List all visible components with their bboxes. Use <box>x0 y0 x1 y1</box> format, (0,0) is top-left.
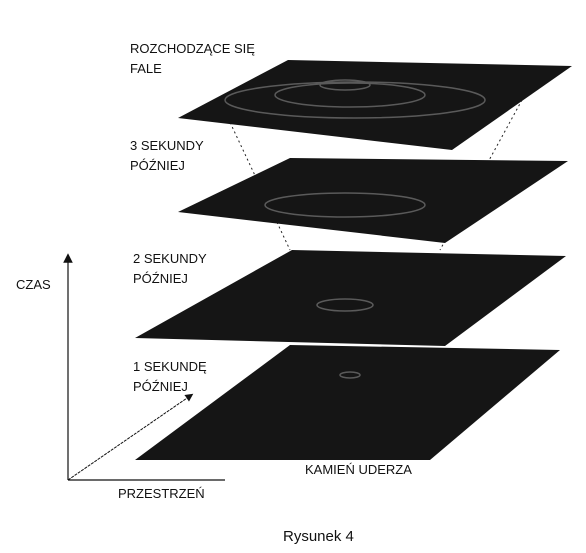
plane <box>178 60 572 150</box>
plane <box>135 345 560 460</box>
plane-label: ROZCHODZĄCE SIĘ <box>130 41 255 56</box>
space-axis <box>67 393 194 481</box>
plane <box>178 158 568 243</box>
caption: Rysunek 4 <box>283 528 354 545</box>
ripple <box>339 371 361 379</box>
plane-label: 3 SEKUNDY <box>130 138 204 153</box>
plane <box>135 250 566 346</box>
time-axis-label: CZAS <box>16 277 51 292</box>
ripple <box>224 81 486 119</box>
ripple <box>264 192 426 218</box>
cone-line <box>227 117 291 251</box>
space-axis-label: PRZESTRZEŃ <box>118 486 205 501</box>
ripple <box>274 82 426 108</box>
ripple <box>316 298 374 312</box>
plane-label: PÓŹNIEJ <box>130 158 185 173</box>
plane-label: 2 SEKUNDY <box>133 251 207 266</box>
plane-label: 1 SEKUNDĘ <box>133 359 207 374</box>
stone-label: KAMIEŃ UDERZA <box>305 462 412 477</box>
plane-label: PÓŹNIEJ <box>133 271 188 286</box>
plane-label: PÓŹNIEJ <box>133 379 188 394</box>
plane-label: FALE <box>130 61 162 76</box>
ripple <box>319 79 371 91</box>
